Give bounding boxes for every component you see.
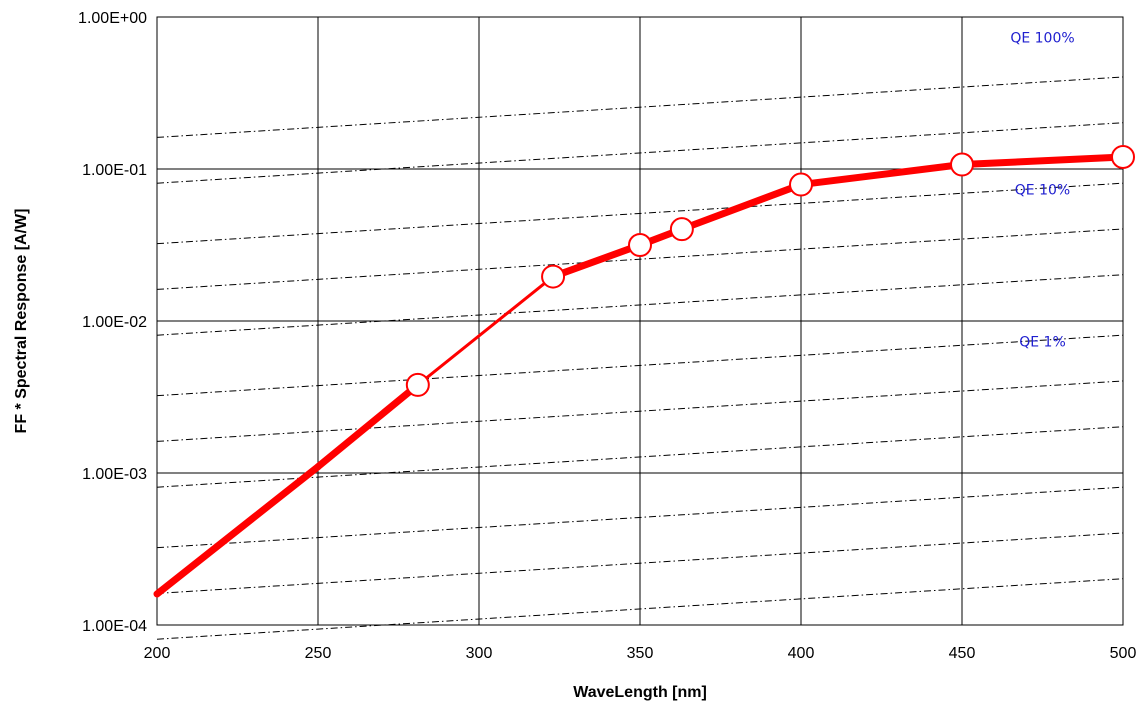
series-line-segment <box>153 463 322 598</box>
data-point <box>541 264 566 289</box>
series-line-segment <box>958 153 1127 169</box>
x-tick-label: 450 <box>949 645 976 662</box>
qe-reference-line <box>156 122 1124 184</box>
grid <box>156 16 1124 626</box>
qe-reference-line <box>156 426 1124 488</box>
data-point <box>1111 144 1135 169</box>
data-point <box>950 152 974 177</box>
qe-annotation: QE 100% <box>1010 30 1074 46</box>
qe-reference-line <box>156 274 1124 336</box>
data-point <box>789 172 813 197</box>
qe-reference-line <box>156 334 1124 397</box>
plot-frame <box>156 16 1124 626</box>
qe-reference-line <box>156 380 1124 442</box>
series-line-segment <box>416 275 555 387</box>
series-layer <box>153 144 1135 598</box>
qe-reference-line <box>156 486 1124 549</box>
qe-reference-line <box>156 182 1124 245</box>
x-tick-label: 200 <box>144 645 171 662</box>
qe-reference-line <box>156 532 1124 594</box>
y-tick-label: 1.00E+00 <box>78 10 147 27</box>
x-tick-label: 400 <box>788 645 815 662</box>
series-line-segment <box>549 241 644 281</box>
data-point <box>669 217 694 242</box>
series-line-segment <box>314 381 422 471</box>
y-tick-label: 1.00E-01 <box>82 162 147 179</box>
y-tick-label: 1.00E-02 <box>82 314 147 331</box>
series-line-segment <box>797 161 966 189</box>
qe-annotation: QE 1% <box>1019 334 1066 350</box>
x-axis-title: WaveLength [nm] <box>573 684 707 701</box>
x-tick-label: 250 <box>305 645 332 662</box>
tick-labels: 200 250 300 350 400 450 500 1.00E-04 1.00E-03 1.0… <box>78 10 1136 662</box>
qe-reference-lines <box>156 76 1124 640</box>
y-tick-label: 1.00E-03 <box>82 466 147 483</box>
x-tick-label: 500 <box>1110 645 1137 662</box>
annotations: QE 100% QE 10% QE 1% <box>1010 30 1074 350</box>
data-point <box>628 233 652 258</box>
data-point <box>405 372 430 397</box>
qe-reference-line <box>156 228 1124 290</box>
x-tick-label: 300 <box>466 645 493 662</box>
qe-reference-line <box>156 578 1124 640</box>
y-axis-title: FF * Spectral Response [A/W] <box>13 209 30 434</box>
series-line-segment <box>678 181 805 233</box>
qe-annotation: QE 10% <box>1015 182 1070 198</box>
y-tick-label: 1.00E-04 <box>82 618 147 635</box>
qe-reference-line <box>156 76 1124 138</box>
x-tick-label: 350 <box>627 645 654 662</box>
